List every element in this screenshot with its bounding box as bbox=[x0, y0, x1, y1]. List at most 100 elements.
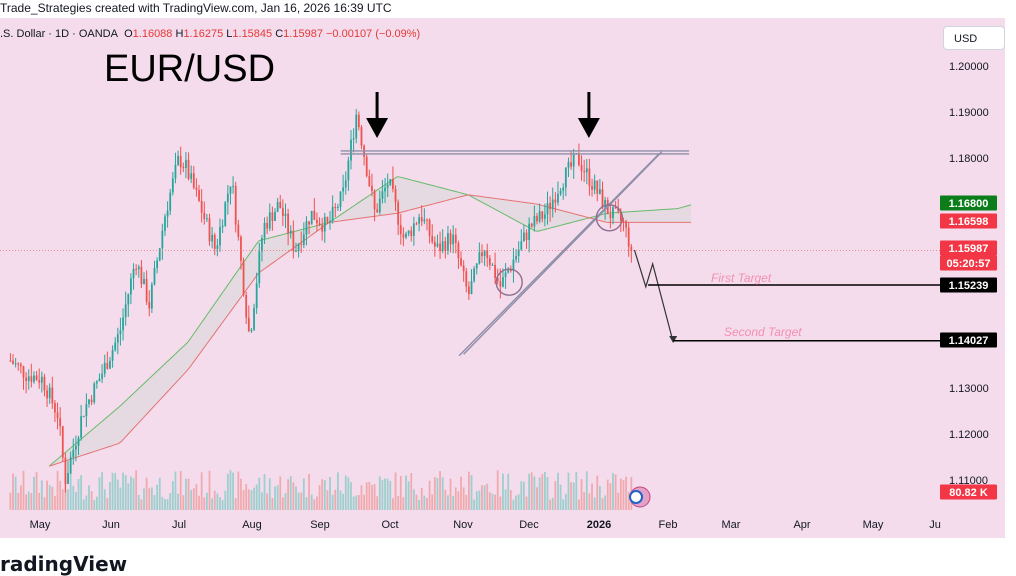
candle-body bbox=[323, 216, 326, 232]
volume-bar bbox=[470, 475, 473, 510]
symbol-info[interactable]: .S. Dollar · 1D · OANDA O1.16088 H1.1627… bbox=[0, 26, 420, 42]
volume-bar bbox=[247, 489, 250, 510]
candle-body bbox=[596, 180, 599, 194]
volume-bar bbox=[376, 496, 379, 510]
candle-body bbox=[46, 390, 48, 399]
candle-body bbox=[512, 259, 515, 271]
volume-bar bbox=[35, 472, 38, 510]
volume-bar bbox=[318, 485, 321, 510]
candle-body bbox=[166, 210, 169, 217]
volume-bar bbox=[316, 496, 318, 510]
volume-bar bbox=[295, 486, 297, 510]
candle-body bbox=[509, 269, 512, 271]
volume-bar bbox=[483, 485, 486, 510]
candle-body bbox=[525, 232, 528, 241]
x-tick-label: May bbox=[30, 519, 51, 531]
candle-body bbox=[520, 241, 523, 250]
candle-body bbox=[530, 223, 533, 227]
volume-bar bbox=[591, 483, 593, 510]
candle-body bbox=[452, 234, 455, 245]
volume-bar bbox=[234, 498, 237, 510]
session-icon-inner bbox=[629, 490, 643, 504]
candle-body bbox=[56, 412, 59, 419]
y-tick-label: 1.20000 bbox=[949, 61, 989, 73]
volume-bar bbox=[9, 492, 12, 510]
second-target-label: Second Target bbox=[724, 325, 802, 339]
candle-body bbox=[604, 199, 607, 208]
candle-body bbox=[475, 263, 478, 269]
candle-body bbox=[405, 233, 407, 238]
volume-bar bbox=[355, 495, 358, 510]
cloud-span-a bbox=[48, 176, 692, 467]
candle-body bbox=[394, 188, 397, 203]
candle-body bbox=[465, 271, 468, 287]
candle-body bbox=[169, 192, 172, 211]
candle-body bbox=[82, 416, 85, 418]
candle-body bbox=[412, 223, 415, 236]
rising-channel-line bbox=[463, 151, 663, 355]
volume-bar bbox=[373, 484, 376, 510]
candle-body bbox=[515, 256, 517, 260]
candle-body bbox=[441, 241, 444, 251]
candle-body bbox=[284, 213, 287, 217]
volume-bar bbox=[232, 472, 234, 510]
close-value-group: C1.15987 bbox=[275, 28, 323, 40]
candle-body bbox=[559, 190, 562, 194]
candle-body bbox=[331, 206, 334, 221]
symbol-name[interactable]: .S. Dollar · 1D · OANDA bbox=[0, 28, 118, 40]
volume-bar bbox=[392, 498, 394, 510]
candle-body bbox=[164, 216, 166, 231]
volume-bar bbox=[258, 477, 261, 510]
candle-body bbox=[449, 233, 452, 245]
tradingview-logo: radingView bbox=[0, 552, 128, 576]
volume-bar bbox=[606, 479, 609, 510]
high-value: 1.16275 bbox=[183, 28, 224, 40]
volume-bar bbox=[12, 473, 14, 510]
candle-body bbox=[384, 187, 386, 192]
volume-bar bbox=[93, 499, 96, 510]
volume-bar bbox=[465, 494, 468, 510]
candle-body bbox=[381, 191, 384, 199]
volume-bar bbox=[507, 473, 510, 510]
y-tick-label: 1.19000 bbox=[949, 107, 989, 119]
time-axis[interactable]: May Jun Jul Aug Sep Oct Nov Dec 2026 Feb Mar Apr May… bbox=[30, 519, 941, 531]
volume-bar bbox=[292, 482, 295, 510]
candle-body bbox=[205, 218, 208, 220]
volume-bar bbox=[389, 480, 392, 510]
volume-bar bbox=[313, 499, 316, 510]
candle-body bbox=[601, 189, 604, 208]
volume-bar bbox=[546, 476, 549, 510]
volume-bar bbox=[386, 478, 389, 510]
volume-bar bbox=[90, 491, 93, 510]
rising-channel-line bbox=[458, 152, 660, 357]
candle-body bbox=[352, 138, 355, 140]
volume-bar bbox=[405, 475, 407, 510]
volume-bar bbox=[253, 487, 255, 510]
candle-body bbox=[376, 209, 379, 213]
volume-bar bbox=[124, 475, 127, 510]
x-tick-label: Feb bbox=[659, 519, 678, 531]
candle-body bbox=[329, 220, 331, 223]
volume-bar bbox=[101, 472, 103, 510]
volume-bar bbox=[617, 492, 620, 510]
candle-body bbox=[486, 250, 489, 259]
price-axis[interactable]: 1.20000 1.19000 1.18000 1.13000 1.12000 1.110… bbox=[949, 61, 989, 487]
candlesticks bbox=[9, 108, 633, 493]
candle-body bbox=[274, 211, 276, 222]
candle-body bbox=[153, 268, 156, 285]
volume-bar bbox=[156, 484, 159, 510]
volume-bar bbox=[38, 492, 41, 510]
currency-selector[interactable]: USD bbox=[943, 26, 1005, 50]
volume-bar bbox=[250, 490, 253, 510]
volume-bar bbox=[98, 477, 101, 510]
candle-body bbox=[216, 245, 219, 249]
highlight-circle bbox=[595, 204, 624, 232]
volume-bar bbox=[88, 485, 90, 510]
volume-bar bbox=[431, 494, 434, 510]
volume-bar bbox=[428, 480, 431, 510]
first-target-label: First Target bbox=[711, 271, 772, 285]
volume-bar bbox=[557, 472, 559, 510]
volume-bar bbox=[467, 471, 470, 510]
volume-bar bbox=[85, 495, 88, 510]
